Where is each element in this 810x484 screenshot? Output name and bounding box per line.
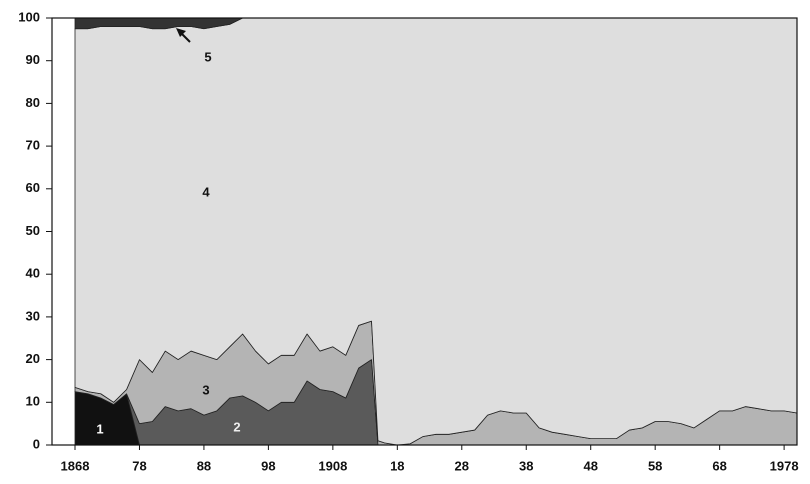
x-tick-label: 68: [712, 458, 726, 473]
y-tick-label: 100: [18, 9, 40, 24]
area-label: 2: [233, 419, 240, 434]
y-tick-label: 60: [26, 180, 40, 195]
area-label: 3: [202, 382, 209, 397]
arrow-head: [176, 28, 186, 37]
x-tick-label: 38: [519, 458, 533, 473]
area-label: 4: [202, 184, 210, 199]
x-tick-label: 88: [197, 458, 211, 473]
areas: [74, 17, 798, 446]
x-tick-label: 18: [390, 458, 404, 473]
y-tick-label: 30: [26, 308, 40, 323]
x-tick-label: 1978: [770, 458, 799, 473]
y-tick-label: 90: [26, 52, 40, 67]
area-label: 1: [96, 421, 103, 436]
x-tick-label: 98: [261, 458, 275, 473]
x-tick-label: 48: [583, 458, 597, 473]
y-tick-label: 70: [26, 138, 40, 153]
y-tick-label: 20: [26, 351, 40, 366]
y-tick-label: 40: [26, 266, 40, 281]
x-tick-label: 78: [132, 458, 146, 473]
y-tick-label: 50: [26, 223, 40, 238]
y-tick-label: 10: [26, 394, 40, 409]
x-tick-label: 1868: [61, 458, 90, 473]
y-tick-label: 80: [26, 95, 40, 110]
y-tick-label: 0: [33, 436, 40, 451]
x-tick-label: 58: [648, 458, 662, 473]
x-tick-label: 1908: [318, 458, 347, 473]
area-label: 5: [204, 49, 211, 64]
x-tick-label: 28: [455, 458, 469, 473]
